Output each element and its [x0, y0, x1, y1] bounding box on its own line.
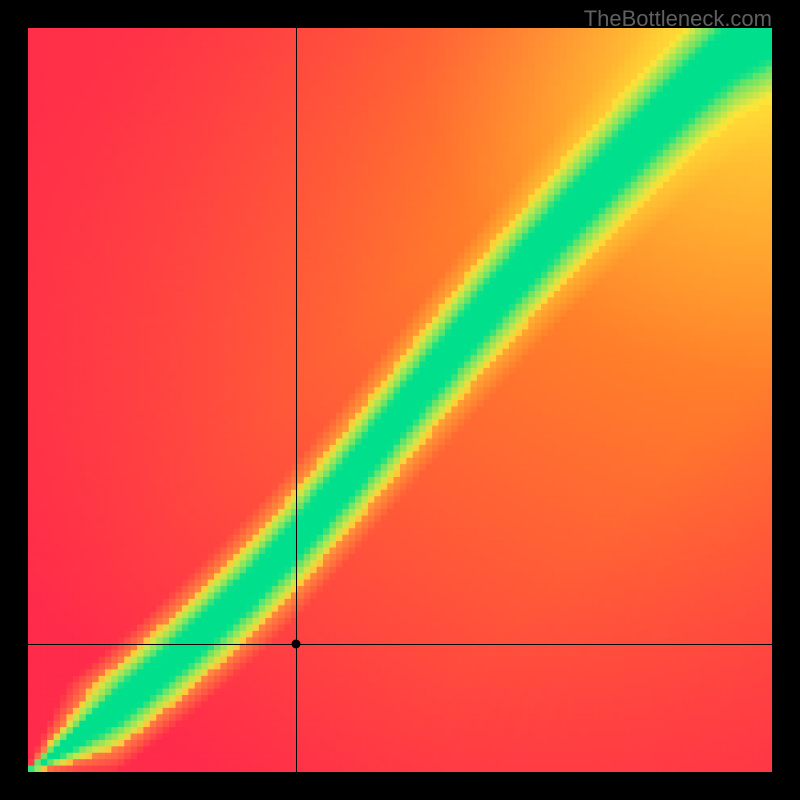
heatmap-plot: [28, 28, 772, 772]
crosshair-dot: [291, 640, 300, 649]
heatmap-canvas: [28, 28, 772, 772]
crosshair-vertical: [296, 28, 297, 772]
watermark: TheBottleneck.com: [584, 6, 772, 32]
crosshair-horizontal: [28, 644, 772, 645]
